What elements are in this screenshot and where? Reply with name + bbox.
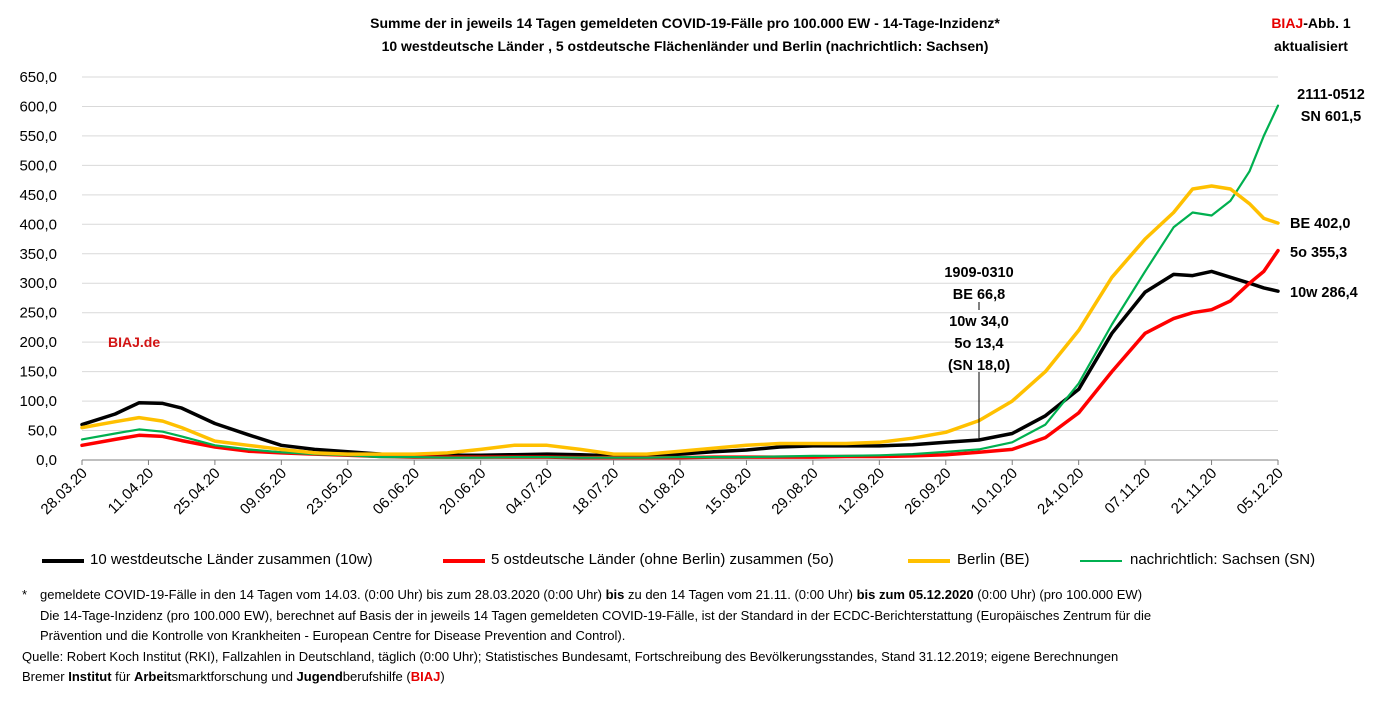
y-tick-label: 350,0	[19, 246, 57, 263]
x-tick-label: 18.07.20	[569, 465, 622, 518]
y-tick-label: 450,0	[19, 187, 57, 204]
x-tick-label: 20.06.20	[436, 465, 489, 518]
watermark: BIAJ.de	[108, 334, 161, 350]
x-tick-label: 05.12.20	[1234, 465, 1287, 518]
annotation-end-date: 2111-0512	[1297, 87, 1365, 103]
x-tick-label: 04.07.20	[503, 465, 556, 518]
y-tick-label: 100,0	[19, 393, 57, 410]
footnote-line2: Die 14-Tage-Inzidenz (pro 100.000 EW), b…	[40, 607, 1152, 623]
x-tick-label: 15.08.20	[702, 465, 755, 518]
annotation-mid-line3: 10w 34,0	[949, 314, 1009, 330]
chart-title-line1: Summe der in jeweils 14 Tagen gemeldeten…	[370, 15, 1000, 31]
legend-label-5o: 5 ostdeutsche Länder (ohne Berlin) zusam…	[491, 551, 834, 568]
annotation-end-10w: 10w 286,4	[1290, 285, 1358, 301]
x-tick-label: 07.11.20	[1101, 465, 1154, 518]
legend-swatch-be	[908, 559, 950, 563]
chart-legend: 10 westdeutsche Länder zusammen (10w) 5 …	[0, 549, 1378, 571]
footnote-line1: * gemeldete COVID-19-Fälle in den 14 Tage…	[22, 585, 1151, 606]
legend-label-10w: 10 westdeutsche Länder zusammen (10w)	[90, 551, 373, 568]
y-tick-label: 500,0	[19, 157, 57, 174]
legend-swatch-sn	[1080, 560, 1122, 562]
footnotes: * gemeldete COVID-19-Fälle in den 14 Tage…	[22, 585, 1151, 688]
x-tick-label: 09.05.20	[237, 465, 290, 518]
x-tick-label: 28.03.20	[38, 465, 91, 518]
x-tick-label: 21.11.20	[1168, 465, 1221, 518]
annotation-mid-line4: 5o 13,4	[954, 336, 1004, 352]
y-tick-label: 50,0	[28, 423, 57, 440]
badge-updated: aktualisiert	[1274, 38, 1348, 54]
y-tick-label: 0,0	[36, 452, 57, 469]
x-tick-label: 25.04.20	[170, 465, 223, 518]
x-tick-label: 26.09.20	[901, 465, 954, 518]
badge-biaj: BIAJ	[1271, 15, 1304, 31]
series-line-10w	[80, 269, 1280, 458]
annotation-mid-line1: 1909-0310	[944, 265, 1014, 281]
annotation-1909-0310: 1909-0310 BE 66,8	[927, 262, 1031, 306]
badge-suffix: -Abb. 1	[1303, 15, 1351, 31]
x-tick-label: 11.04.20	[105, 465, 158, 518]
y-tick-label: 550,0	[19, 128, 57, 145]
y-tick-label: 600,0	[19, 98, 57, 115]
annotation-end-be: BE 402,0	[1290, 216, 1351, 232]
annotation-mid-line5: (SN 18,0)	[947, 358, 1011, 374]
x-tick-label: 01.08.20	[636, 465, 689, 518]
series-line-sn	[80, 104, 1280, 459]
series-line-be	[80, 184, 1280, 456]
annotation-mid-line2: BE 66,8	[952, 287, 1006, 303]
x-tick-label: 12.09.20	[835, 465, 888, 518]
y-tick-label: 150,0	[19, 364, 57, 381]
x-tick-label: 06.06.20	[370, 465, 423, 518]
annotation-end-sn-value: SN 601,5	[1300, 109, 1362, 125]
y-tick-label: 400,0	[19, 216, 57, 233]
chart-title: Summe der in jeweils 14 Tagen gemeldeten…	[220, 12, 1150, 58]
source-line: Quelle: Robert Koch Institut (RKI), Fall…	[22, 648, 1119, 664]
x-tick-label: 29.08.20	[768, 465, 821, 518]
chart-title-line2: 10 westdeutsche Länder , 5 ostdeutsche F…	[381, 38, 989, 54]
annotation-end-5o: 5o 355,3	[1290, 245, 1348, 261]
line-chart: 0,0 50,0 100,0 150,0 200,0 250,0 300,0 350,0 400…	[19, 69, 1287, 518]
publisher-line: Bremer Institut für Arbeitsmarktforschun…	[22, 669, 445, 684]
y-tick-label: 250,0	[19, 305, 57, 322]
footnote-line3: Prävention und die Kontrolle von Krankhe…	[40, 628, 626, 643]
annotation-end-sn: 2111-0512 SN 601,5	[1284, 84, 1378, 128]
legend-swatch-5o	[443, 559, 485, 563]
footnote-star: *	[22, 587, 28, 602]
x-tick-label: 10.10.20	[968, 465, 1021, 518]
legend-label-sn: nachrichtlich: Sachsen (SN)	[1130, 551, 1316, 568]
x-tick-label: 24.10.20	[1034, 465, 1087, 518]
legend-label-be: Berlin (BE)	[957, 551, 1030, 568]
y-tick-label: 300,0	[19, 275, 57, 292]
y-tick-label: 650,0	[19, 69, 57, 86]
legend-swatch-10w	[42, 559, 84, 563]
x-tick-label: 23.05.20	[303, 465, 356, 518]
annotation-values-0310: 10w 34,0 5o 13,4 (SN 18,0)	[927, 311, 1031, 377]
figure-badge: BIAJ-Abb. 1 aktualisiert	[1250, 12, 1372, 58]
y-tick-label: 200,0	[19, 334, 57, 351]
